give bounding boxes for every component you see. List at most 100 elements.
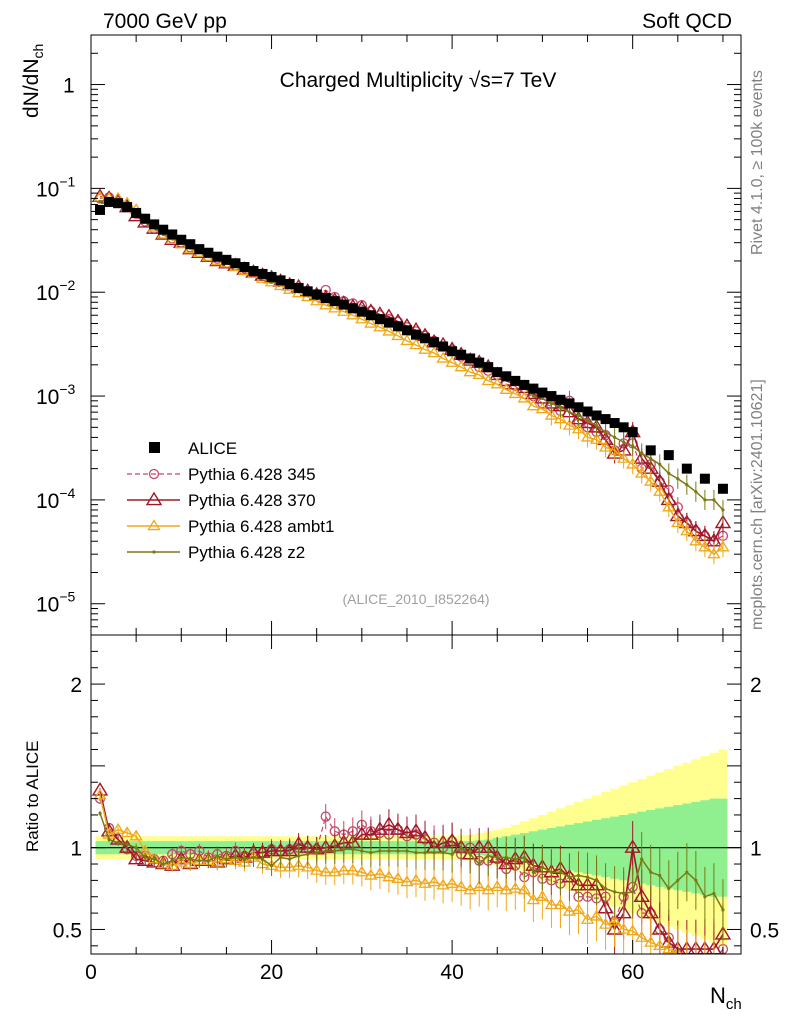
point-ambt1 (626, 457, 640, 469)
ratio-x-tick-label: 20 (260, 961, 283, 984)
ratio-point-ambt1 (644, 935, 658, 947)
alice-point (483, 362, 494, 373)
ratio-point-ambt1 (472, 880, 486, 892)
ratio-point-z2 (468, 852, 472, 856)
ratio-point-ambt1 (635, 930, 649, 942)
legend-label-alice: ALICE (188, 439, 237, 458)
ratio-point-ambt1 (346, 863, 360, 875)
ratio-point-z2 (685, 870, 689, 874)
ratio-point-z2 (206, 859, 210, 863)
ratio-point-z2 (260, 857, 265, 861)
ratio-xlabel: Nch (710, 983, 742, 1013)
alice-point (212, 251, 223, 262)
y-tick-label: 1 (63, 75, 75, 98)
header-right: Soft QCD (642, 10, 732, 33)
point-ambt1 (418, 342, 432, 354)
alice-point (456, 349, 467, 360)
alice-point (284, 279, 295, 290)
legend-item-alice: ALICE (149, 439, 237, 458)
alice-point (429, 337, 440, 348)
ratio-point-z2 (351, 847, 355, 851)
ratio-point-z2 (622, 891, 626, 896)
ratio-point-z2 (278, 855, 283, 860)
alice-point (618, 422, 629, 433)
ratio-point-z2 (603, 886, 608, 891)
alice-point (447, 346, 458, 357)
main-ylabel-main: dN/dN (20, 58, 43, 118)
point-ambt1 (662, 500, 676, 512)
ratio-point-z2 (432, 850, 436, 855)
ratio-x-tick-label: 0 (85, 961, 97, 984)
alice-point (266, 272, 277, 283)
point-ambt1 (499, 383, 513, 394)
ratio-line-p345 (99, 798, 724, 954)
ratio-point-z2 (188, 857, 192, 861)
alice-point (392, 321, 403, 332)
alice-point (555, 394, 566, 405)
ratio-point-z2 (613, 890, 617, 894)
ratio-point-z2 (721, 908, 725, 912)
point-ambt1 (580, 430, 595, 442)
ratio-point-ambt1 (685, 952, 688, 954)
main-ticks: 110−110−210−310−410−5 (36, 34, 741, 635)
main-annotation: (ALICE_2010_I852264) (342, 591, 489, 607)
alice-point (320, 292, 331, 303)
ratio-point-z2 (450, 852, 454, 856)
alice-point (221, 254, 232, 265)
point-ambt1 (310, 294, 324, 306)
alice-point (176, 234, 187, 245)
point-ambt1 (598, 440, 613, 452)
ratio-point-z2 (676, 878, 680, 882)
ratio-point-z2 (712, 891, 716, 896)
ratio-point-ambt1 (427, 875, 441, 887)
legend-label-p345: Pythia 6.428 345 (188, 465, 316, 484)
ratio-point-ambt1 (165, 858, 179, 870)
ratio-point-z2 (107, 837, 111, 842)
alice-point (420, 333, 431, 344)
y-tick-base: 10 (36, 490, 59, 513)
point-z2 (694, 490, 698, 494)
ratio-xlabel-sub: ch (726, 996, 742, 1013)
legend-item-ambt1: Pythia 6.428 ambt1 (127, 517, 334, 536)
alice-point (356, 306, 367, 317)
alice-point (158, 224, 169, 235)
ratio-point-ambt1 (616, 922, 631, 934)
point-ambt1 (544, 408, 559, 420)
ratio-point-z2 (459, 846, 463, 850)
ratio-point-ambt1 (418, 876, 432, 888)
point-z2 (585, 419, 590, 423)
point-ambt1 (409, 338, 423, 350)
alice-point (699, 473, 710, 484)
point-ambt1 (562, 418, 577, 430)
legend-marker-ambt1 (147, 519, 161, 531)
point-ambt1 (635, 466, 649, 478)
point-ambt1 (436, 351, 450, 363)
main-title: Charged Multiplicity √s=7 TeV (280, 69, 557, 92)
y-tick-base: 1 (63, 75, 75, 98)
legend-label-p370: Pythia 6.428 370 (188, 491, 316, 510)
ratio-y-tick-label: 2 (70, 674, 82, 697)
ratio-point-ambt1 (382, 870, 396, 882)
point-ambt1 (616, 451, 631, 463)
ratio-point-p345 (700, 961, 709, 970)
alice-point (582, 406, 593, 417)
ratio-ylabel: Ratio to ALICE (23, 740, 42, 852)
ratio-point-ambt1 (580, 912, 595, 924)
point-ambt1 (472, 368, 486, 380)
ratio-point-ambt1 (553, 898, 568, 910)
legend: ALICE Pythia 6.428 345 Pythia 6.428 370 Pyt… (127, 439, 334, 562)
ratio-point-ambt1 (337, 863, 351, 875)
alice-point (573, 402, 584, 413)
ratio-series-z2 (98, 810, 725, 941)
point-ambt1 (526, 399, 541, 411)
ratio-point-ambt1 (436, 878, 450, 890)
alice-point (627, 427, 638, 438)
point-z2 (613, 435, 617, 439)
ratio-point-z2 (441, 850, 445, 855)
ratio-point-ambt1 (653, 939, 667, 951)
main-ylabel-sub: ch (30, 44, 46, 59)
point-ambt1 (680, 524, 694, 536)
point-ambt1 (517, 391, 531, 403)
ratio-point-z2 (324, 849, 328, 853)
ratio-point-z2 (549, 870, 554, 874)
